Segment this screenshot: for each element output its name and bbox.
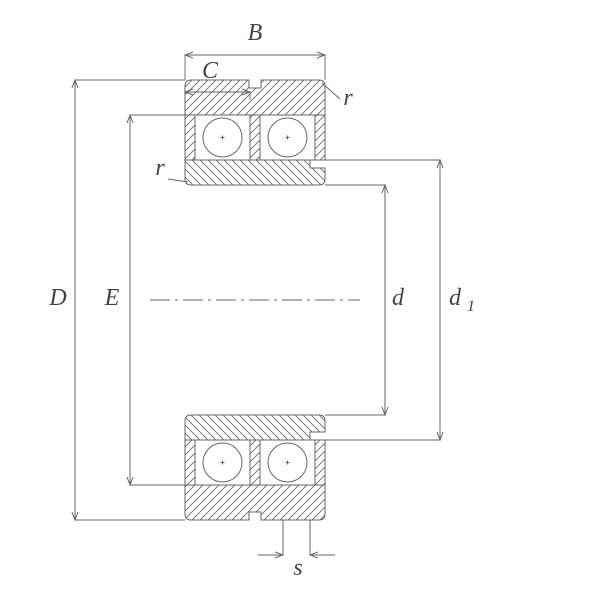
dim-label-s: s: [293, 555, 302, 581]
dim-label-d: d: [392, 285, 405, 311]
dim-label-c: C: [202, 58, 219, 84]
dim-label-d: D: [48, 285, 66, 311]
dim-label-d1: d: [449, 285, 462, 311]
dim-label-e: E: [104, 285, 120, 311]
dim-label-r: r: [343, 85, 353, 111]
dim-label-r: r: [155, 155, 165, 181]
bearing-cross-section-diagram: BCDEdd1srr: [0, 0, 600, 600]
bearing-geometry: [150, 80, 360, 520]
svg-text:1: 1: [467, 298, 475, 315]
dim-label-b: B: [248, 20, 263, 46]
